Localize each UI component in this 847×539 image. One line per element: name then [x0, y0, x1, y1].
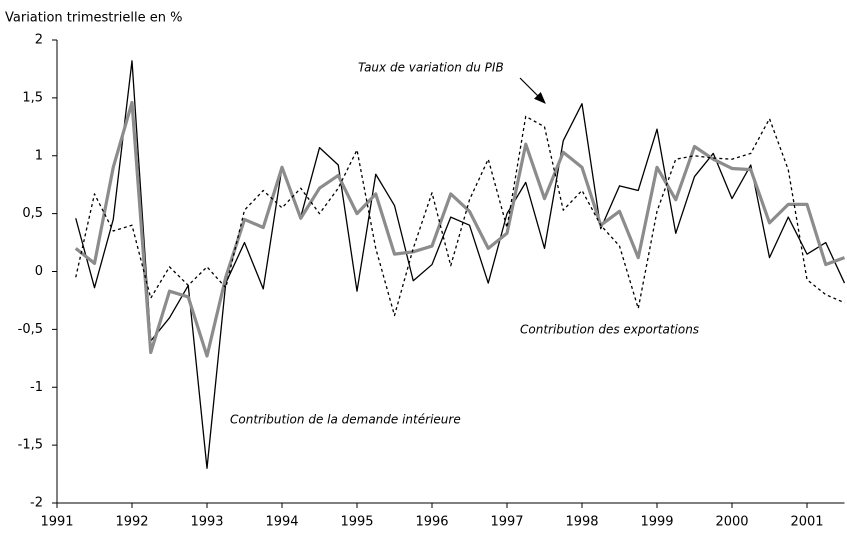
y-tick-label: -0,5 — [18, 322, 43, 337]
annotation: Contribution de la demande intérieure — [230, 413, 461, 427]
y-tick-label: 1,5 — [22, 90, 43, 105]
y-tick-label: 0 — [35, 264, 43, 279]
annotation-arrow — [519, 77, 546, 104]
y-tick-label: -1,5 — [18, 438, 43, 453]
x-tick-label: 2001 — [790, 515, 823, 530]
x-tick-label: 1997 — [490, 515, 523, 530]
x-tick-label: 1992 — [115, 515, 148, 530]
series-line — [75, 115, 845, 317]
series-line — [74, 100, 846, 358]
y-tick-label: 2 — [35, 33, 43, 48]
y-tick-label: 0,5 — [22, 206, 43, 221]
annotation: Taux de variation du PIB — [358, 61, 504, 75]
x-tick-label: 1996 — [415, 515, 448, 530]
y-tick-label: -2 — [30, 496, 43, 511]
x-tick-label: 1991 — [40, 515, 73, 530]
x-tick-label: 1995 — [340, 515, 373, 530]
x-tick-label: 1993 — [190, 515, 223, 530]
x-tick-label: 1998 — [565, 515, 598, 530]
x-tick-label: 1999 — [640, 515, 673, 530]
x-tick-label: 2000 — [715, 515, 748, 530]
series-line — [75, 60, 846, 469]
y-tick-label: -1 — [30, 380, 43, 395]
x-tick-label: 1994 — [265, 515, 298, 530]
annotation: Contribution des exportations — [520, 323, 699, 337]
y-tick-label: 1 — [35, 148, 43, 163]
y-axis-title: Variation trimestrielle en % — [5, 11, 182, 26]
